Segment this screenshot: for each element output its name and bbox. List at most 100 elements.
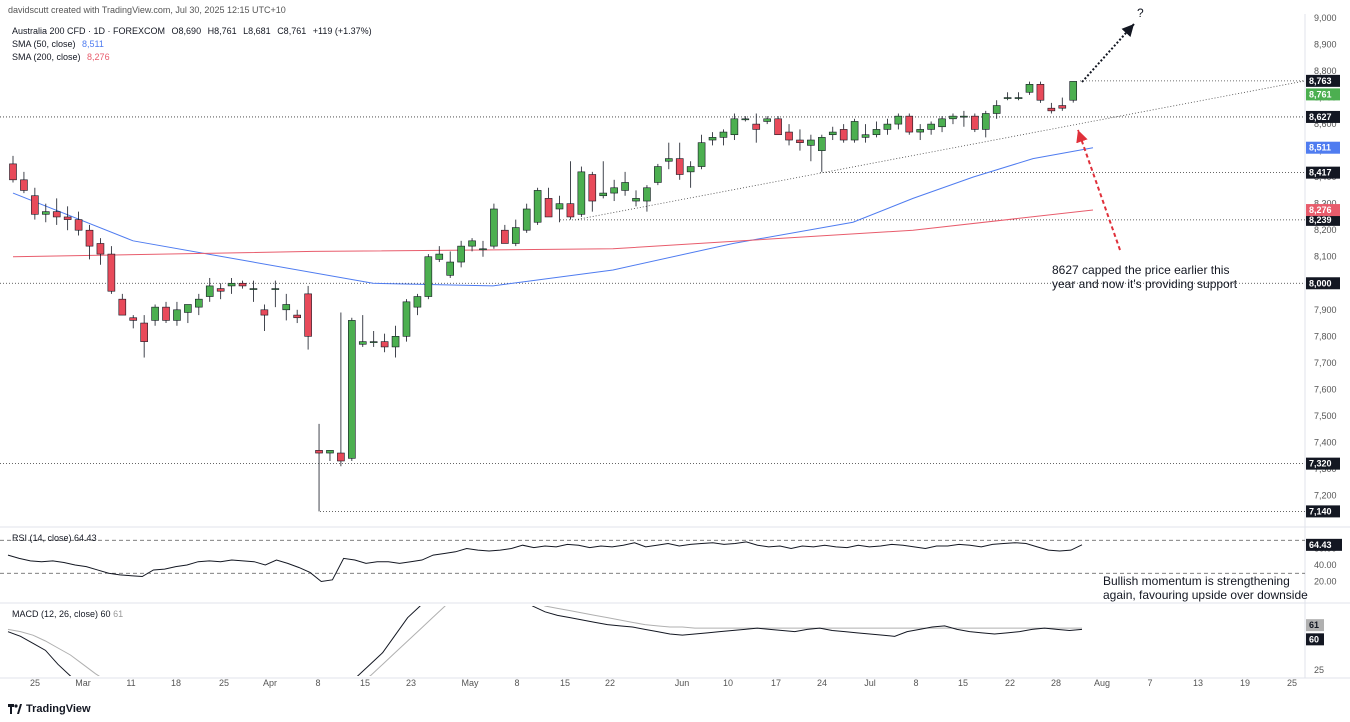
ohlc-low: L8,681 (243, 26, 271, 36)
x-tick-label: Apr (263, 678, 277, 688)
x-tick-label: 25 (219, 678, 229, 688)
momentum-annotation: Bullish momentum is strengthening again,… (1103, 574, 1308, 602)
candle-up (730, 113, 739, 141)
sma50-legend: SMA (50, close) 8,511 (12, 39, 108, 49)
macd-legend: MACD (12, 26, close) 60 61 (12, 609, 123, 619)
candle-up (894, 113, 903, 130)
candle-body (610, 187, 618, 194)
candle-up (195, 293, 203, 316)
candle-up (1003, 92, 1012, 101)
candle-body (1003, 97, 1012, 99)
level-badge-bg (1306, 457, 1340, 470)
candle-up (697, 134, 706, 170)
x-tick-label: 8 (514, 678, 519, 688)
candle-down (52, 198, 61, 225)
candle-down (216, 283, 225, 300)
candle-body (402, 301, 411, 337)
candle-up (533, 187, 542, 225)
level-badge-label: 7,320 (1309, 459, 1332, 469)
candle-up (577, 166, 586, 217)
candle-body (599, 192, 608, 197)
level-badge-bg (1306, 110, 1340, 123)
candle-up (621, 171, 629, 196)
sma200-label: SMA (200, close) (12, 52, 81, 62)
price-badge-label: 8,511 (1309, 143, 1331, 153)
price-tick-label: 7,700 (1314, 358, 1337, 368)
price-tick-label: 8,900 (1314, 40, 1337, 50)
candle-body (577, 171, 586, 215)
price-tick-label: 7,400 (1314, 437, 1337, 447)
x-tick-label: 25 (1287, 678, 1297, 688)
candle-body (544, 198, 553, 218)
candle-up (391, 325, 400, 358)
support-note-line1: 8627 capped the price earlier this (1052, 263, 1230, 277)
ohlc-high: H8,761 (207, 26, 237, 36)
price-tick-label: 8,200 (1314, 225, 1337, 235)
x-tick-label: 13 (1193, 678, 1203, 688)
candle-body (413, 296, 422, 308)
candle-up (446, 251, 455, 278)
macd-value-2: 61 (113, 609, 124, 619)
candle-body (818, 137, 826, 151)
level-badge-bg (1306, 277, 1340, 290)
candle-body (446, 261, 455, 276)
candle-body (938, 118, 946, 128)
candle-up (981, 110, 990, 138)
price-badge-label: 8,276 (1309, 205, 1332, 215)
candle-body (348, 320, 356, 459)
ohlc-close: C8,761 (277, 26, 307, 36)
candle-body (1025, 84, 1034, 93)
candle-up (358, 315, 367, 347)
candle-up (927, 121, 935, 135)
price-tick-label: 8,100 (1314, 252, 1337, 262)
x-tick-label: 15 (560, 678, 570, 688)
price-badge: 8,511 (1306, 141, 1340, 154)
candle-body (205, 285, 214, 297)
x-tick-label: 8 (315, 678, 320, 688)
candle-body (85, 229, 94, 247)
candle-body (195, 298, 203, 308)
x-tick-label: 7 (1147, 678, 1152, 688)
macd-tick-label: 25 (1314, 665, 1324, 675)
question-mark-annotation: ? (1137, 6, 1144, 20)
candle-down (971, 113, 979, 133)
candle-down (260, 304, 269, 332)
candle-body (839, 129, 848, 141)
macd-badge-bg (1306, 633, 1324, 646)
candle-down (588, 171, 597, 212)
candle-down (20, 171, 28, 194)
candle-down (315, 423, 323, 512)
candle-body (380, 341, 389, 348)
candle-down (774, 116, 782, 136)
candle-body (457, 245, 465, 263)
candle-body (31, 195, 39, 215)
candle-down (74, 211, 83, 236)
candle-up (468, 238, 476, 252)
candle-down (1058, 97, 1067, 111)
candle-body (315, 450, 323, 454)
candle-down (796, 129, 804, 151)
macd-label: MACD (12, 26, close) (12, 609, 99, 619)
tradingview-brand[interactable]: TradingView (8, 703, 91, 715)
candle-up (883, 118, 892, 135)
price-badge-bg (1306, 74, 1340, 87)
candle-body (369, 341, 378, 343)
candle-body (533, 190, 542, 223)
candle-body (511, 227, 520, 244)
rsi-line (7, 541, 1083, 583)
candle-body (140, 322, 148, 342)
level-badge: 8,417 (1306, 166, 1340, 179)
tradingview-logo-icon (8, 704, 22, 714)
candle-body (654, 166, 662, 183)
candle-up (1025, 81, 1034, 95)
candle-down (304, 285, 312, 350)
candle-body (981, 113, 990, 130)
level-badge-bg (1306, 505, 1340, 518)
candle-up (719, 129, 728, 146)
candle-body (260, 309, 269, 316)
candle-up (850, 118, 859, 143)
candle-down (544, 187, 553, 218)
sma200-legend: SMA (200, close) 8,276 (12, 52, 114, 62)
candle-body (41, 211, 50, 215)
